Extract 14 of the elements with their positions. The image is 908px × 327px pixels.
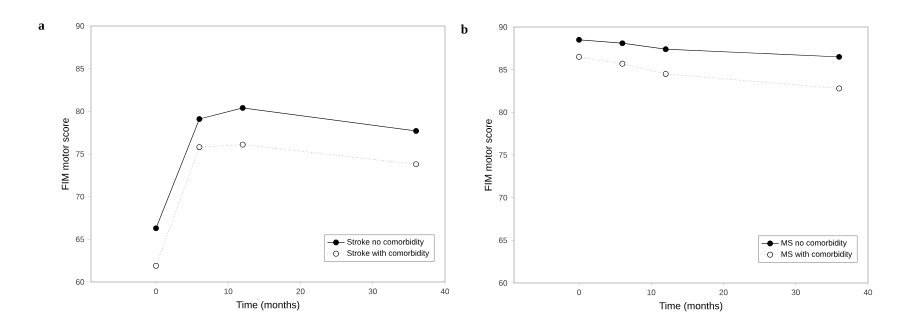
point bbox=[413, 128, 419, 134]
x-axis-title: Time (months) bbox=[236, 301, 300, 310]
point bbox=[619, 40, 626, 46]
chart-title: b bbox=[461, 24, 468, 34]
point bbox=[576, 36, 582, 43]
point bbox=[240, 105, 246, 111]
point bbox=[153, 225, 159, 232]
point bbox=[196, 116, 202, 122]
y-axis-title: FIM motor score bbox=[62, 118, 69, 190]
chart-title: a bbox=[38, 24, 44, 30]
point bbox=[836, 54, 842, 60]
x-axis-title: Time (months) bbox=[659, 302, 722, 312]
y-axis-title: FIM motor score bbox=[484, 119, 492, 190]
point bbox=[662, 46, 669, 52]
